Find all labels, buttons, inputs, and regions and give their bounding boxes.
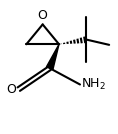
Text: O: O (7, 83, 16, 96)
Polygon shape (46, 44, 59, 69)
Text: NH$_2$: NH$_2$ (81, 77, 106, 92)
Text: O: O (38, 9, 48, 22)
